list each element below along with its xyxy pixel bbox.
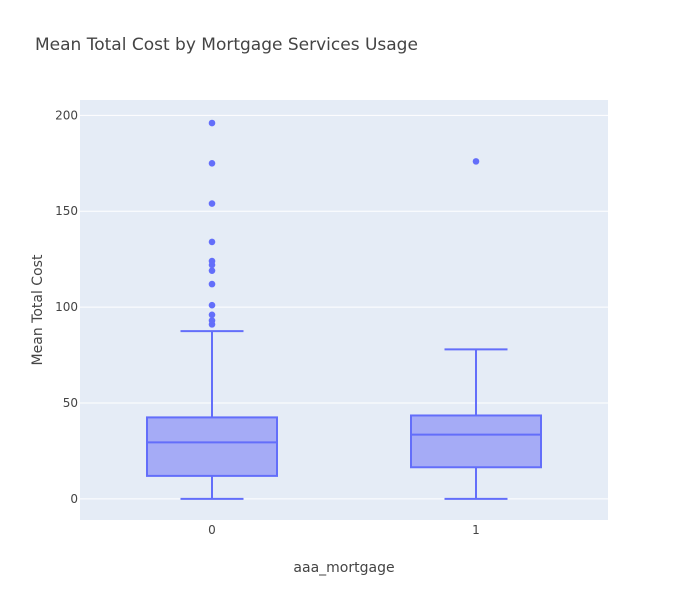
box-group bbox=[410, 158, 542, 500]
x-tick-label: 0 bbox=[208, 523, 216, 537]
outlier-point bbox=[208, 200, 216, 207]
outlier-point bbox=[208, 159, 216, 167]
chart-title: Mean Total Cost by Mortgage Services Usa… bbox=[35, 35, 418, 55]
y-tick-label: 50 bbox=[63, 396, 78, 410]
boxes bbox=[146, 119, 542, 500]
grid-lines bbox=[80, 114, 608, 500]
y-axis-title: Mean Total Cost bbox=[30, 254, 46, 365]
outlier-point bbox=[208, 267, 216, 274]
x-tick-label: 1 bbox=[472, 523, 480, 537]
y-tick-label: 150 bbox=[55, 204, 78, 218]
y-tick-label: 0 bbox=[70, 492, 78, 506]
outlier-point bbox=[208, 119, 216, 127]
x-axis-title: aaa_mortgage bbox=[293, 560, 394, 576]
outlier-point bbox=[472, 158, 480, 165]
outlier-point bbox=[208, 238, 216, 246]
y-tick-label: 100 bbox=[55, 300, 78, 314]
y-axis-ticks: 0 50 100 150 200 bbox=[55, 108, 78, 506]
outlier-point bbox=[208, 317, 216, 324]
box-iqr bbox=[410, 414, 542, 469]
outlier-point bbox=[208, 301, 216, 309]
outlier-point bbox=[208, 257, 216, 265]
outlier-point bbox=[208, 311, 216, 319]
box-group bbox=[146, 119, 278, 500]
y-tick-label: 200 bbox=[55, 108, 78, 122]
box-iqr bbox=[146, 416, 278, 477]
outlier-point bbox=[208, 280, 216, 288]
